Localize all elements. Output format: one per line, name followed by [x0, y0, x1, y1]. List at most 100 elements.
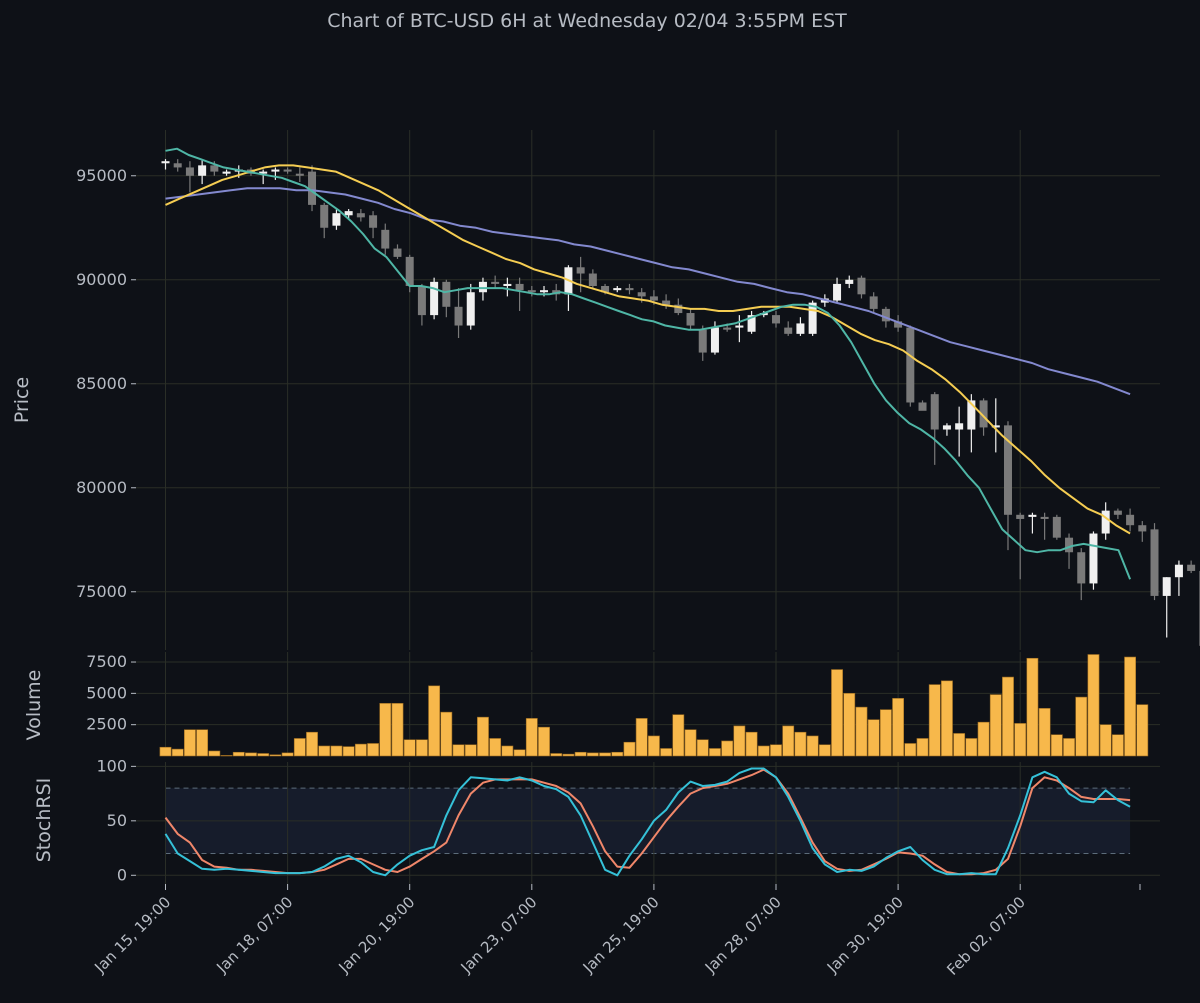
candle-body: [906, 327, 915, 403]
candle-up: [845, 275, 854, 289]
volume-bar: [391, 703, 404, 757]
candle-body: [613, 288, 622, 291]
volume-bar: [977, 721, 990, 757]
volume-bar: [257, 753, 270, 757]
volume-bar: [1136, 704, 1149, 757]
volume-bar: [1038, 708, 1051, 757]
candle-body: [1016, 514, 1025, 519]
volume-bar: [538, 726, 550, 757]
candle-body: [796, 323, 805, 334]
candle-up: [478, 277, 487, 301]
candle-body: [1126, 514, 1135, 526]
candle-body: [173, 163, 182, 168]
price-y-tick-label: 90000: [76, 270, 127, 289]
stochrsi-y-tick-label: 0: [117, 865, 127, 884]
candle-up: [613, 286, 622, 293]
candle-up: [796, 317, 805, 336]
volume-bar: [623, 741, 636, 757]
volume-bar: [647, 735, 660, 757]
candle-body: [393, 248, 402, 257]
volume-bar: [599, 752, 611, 757]
volume-bar: [611, 751, 624, 757]
volume-bar: [965, 738, 978, 757]
candle-up: [833, 277, 842, 303]
candle-body: [967, 400, 976, 430]
candle-body: [271, 169, 280, 172]
candle-body: [918, 402, 927, 411]
candle-body: [417, 286, 426, 316]
volume-bar: [1026, 657, 1039, 757]
candle-body: [1187, 564, 1196, 571]
candle-down: [417, 283, 426, 326]
candle-down: [784, 321, 793, 336]
volume-bar: [1124, 656, 1136, 757]
ema-slow-line: [165, 187, 1131, 396]
candle-body: [222, 171, 231, 174]
candle-body: [662, 300, 671, 305]
volume-bar: [782, 725, 795, 757]
volume-bar: [709, 748, 721, 757]
candle-down: [857, 275, 866, 299]
candle-body: [381, 229, 390, 249]
candle-down: [918, 400, 927, 411]
candle-up: [1101, 502, 1110, 540]
volume-bar: [831, 669, 843, 757]
candle-body: [710, 327, 719, 353]
candle-body: [1113, 510, 1122, 515]
candle-down: [1040, 512, 1049, 540]
candle-body: [979, 400, 988, 428]
volume-bar: [403, 739, 416, 757]
candle-body: [356, 213, 365, 218]
candle-down: [283, 167, 292, 174]
candle-body: [881, 308, 890, 322]
volume-bar: [550, 753, 563, 757]
candle-body: [1089, 533, 1098, 584]
candle-down: [576, 256, 585, 293]
indicator-line-layer: [164, 147, 1132, 877]
candle-down: [588, 269, 597, 289]
candle-down: [698, 325, 707, 361]
candle-body: [674, 304, 683, 314]
candle-body: [1003, 425, 1012, 515]
candle-body: [857, 277, 866, 295]
candle-body: [637, 292, 646, 297]
volume-y-tick-label: 7500: [86, 652, 127, 671]
volume-bar: [904, 743, 917, 757]
volume-bar: [513, 749, 526, 757]
volume-bar: [770, 744, 782, 757]
candle-up: [161, 159, 170, 170]
volume-bar: [818, 744, 831, 757]
volume-bar: [269, 754, 282, 757]
candle-down: [491, 275, 500, 289]
candle-up: [466, 283, 475, 330]
volume-bar: [293, 738, 306, 757]
volume-bar: [989, 694, 1002, 757]
volume-bar: [342, 746, 355, 757]
candle-up: [735, 315, 744, 343]
candle-up: [222, 169, 231, 176]
candle-down: [173, 159, 182, 172]
candle-body: [1174, 564, 1183, 578]
volume-bar: [464, 744, 477, 757]
candle-down: [1126, 508, 1135, 532]
candle-down: [1150, 523, 1159, 601]
volume-bar: [1014, 723, 1027, 757]
candle-body: [747, 315, 756, 332]
candle-body: [466, 292, 475, 326]
candle-down: [1003, 421, 1012, 551]
candle-up: [991, 398, 1000, 453]
volume-bar: [245, 752, 257, 757]
volume-bar: [562, 753, 575, 757]
candle-down: [930, 392, 939, 465]
candle-body: [686, 313, 695, 326]
candle-down: [356, 209, 365, 222]
candle-body: [833, 283, 842, 301]
candle-body: [1077, 552, 1086, 584]
candle-down: [295, 167, 304, 182]
volume-bar: [928, 684, 941, 757]
volume-bar: [1087, 654, 1100, 757]
volume-bar: [660, 748, 673, 757]
volume-y-tick-label: 2500: [86, 715, 127, 734]
volume-bar: [354, 743, 367, 757]
